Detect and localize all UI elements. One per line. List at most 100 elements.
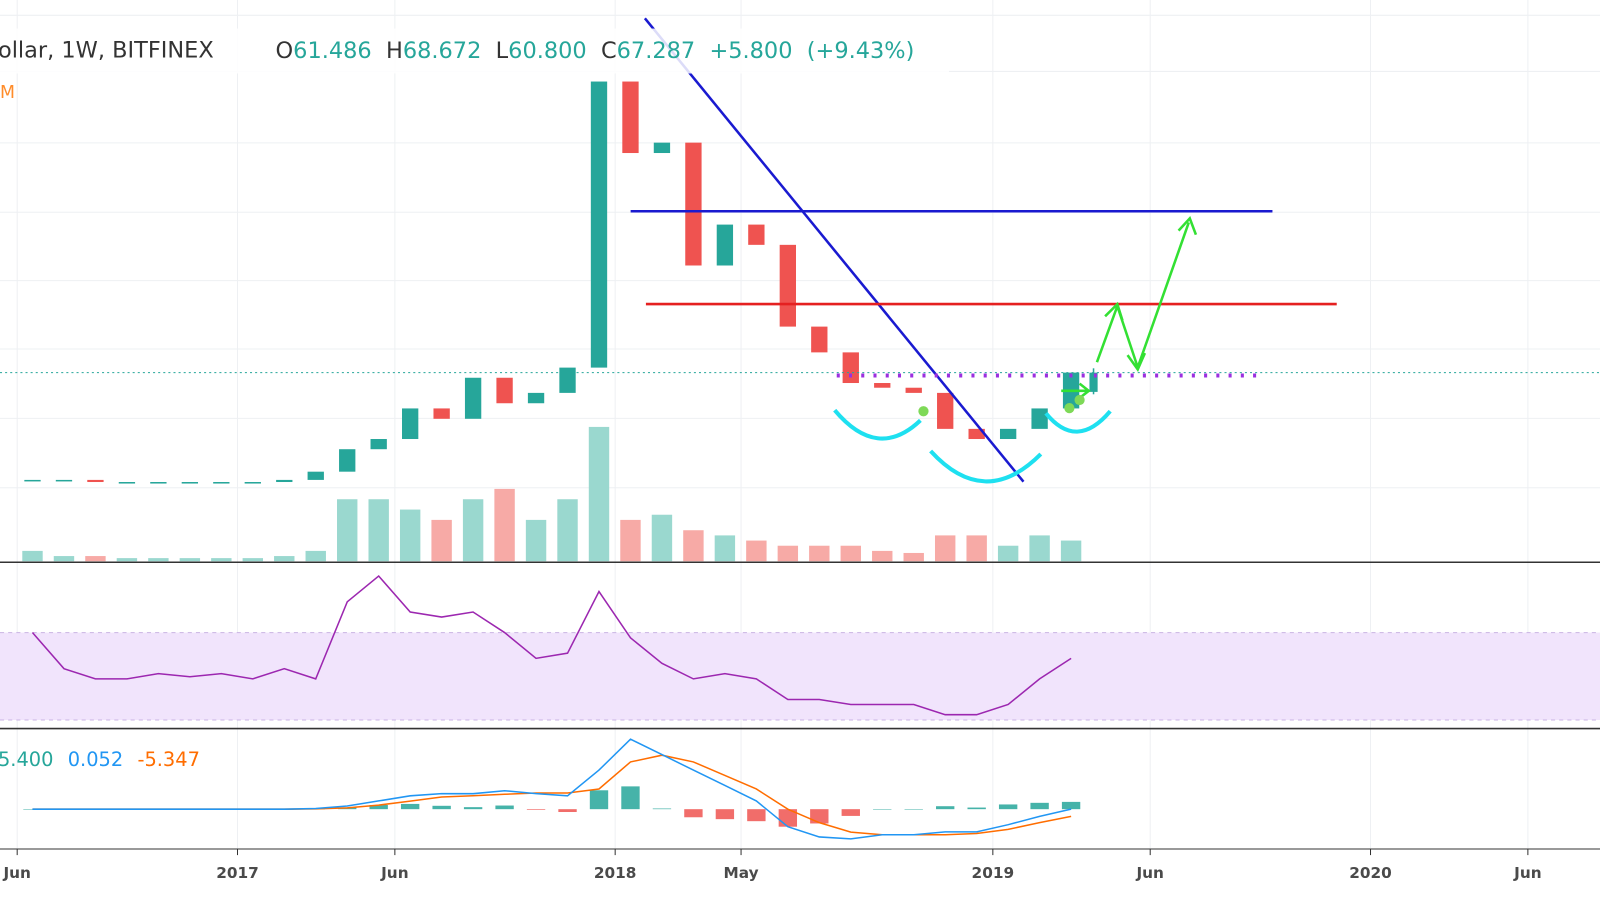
volume-bar (53, 556, 75, 562)
candle-body (905, 387, 922, 393)
volume-bar (116, 558, 138, 562)
x-tick-label: 2017 (216, 864, 259, 882)
x-tick-label: 2019 (972, 864, 1015, 882)
macd-histogram-bar (904, 809, 923, 810)
volume-bar (274, 556, 295, 562)
macd-histogram-bar (652, 808, 672, 810)
volume-bar (431, 519, 452, 562)
volume-bar (683, 530, 704, 562)
candle-body (842, 352, 859, 384)
candle-body (276, 479, 293, 483)
volume-bar (148, 558, 169, 562)
arrow-head (1104, 215, 1198, 372)
candle-body (779, 244, 796, 327)
macd-histogram-bar (495, 805, 514, 810)
macd-histogram-bar (589, 790, 609, 810)
candle-body (244, 482, 261, 484)
volume-bar (242, 558, 264, 562)
candle-body (402, 408, 419, 440)
candle-body (653, 142, 671, 154)
ohlc-value: 61.486 (293, 38, 372, 64)
volume-bar (1060, 540, 1082, 562)
macd-histogram-bar (936, 806, 955, 810)
x-tick-label: Jun (380, 864, 408, 882)
volume-bar (557, 499, 578, 562)
marker-dot (1064, 403, 1075, 414)
symbol: ollar, 1W, BITFINEX (0, 38, 214, 64)
macd-histogram-bar (873, 809, 892, 810)
volume-bar (714, 535, 736, 562)
candle-body (716, 224, 734, 266)
arrow-head (1061, 382, 1091, 399)
macd-histogram-bar (967, 807, 986, 810)
ohlc-value: 60.800 (508, 38, 587, 64)
volume-bar (494, 488, 515, 562)
volume-bar (872, 550, 893, 562)
ohlc-values: O61.486 H68.672 L60.800 C67.287 +5.800 (+9.43… (276, 38, 915, 64)
macd-histogram-bar (684, 809, 703, 818)
candle-body (748, 224, 765, 245)
change: +5.800 (709, 38, 792, 64)
candle-body (307, 471, 324, 480)
histogram-value: 5.400 (0, 748, 53, 771)
volume-bar (777, 545, 799, 562)
candle-body (527, 392, 545, 404)
volume-bar (368, 499, 389, 562)
macd-histogram-bar (998, 804, 1018, 810)
projection-arrow (1095, 222, 1190, 372)
macd-histogram-bar (810, 809, 829, 824)
ohlc-key: H (386, 38, 403, 64)
candle-body (622, 81, 639, 154)
volume-bar (997, 545, 1019, 562)
candle-body (811, 326, 828, 353)
candle-body (87, 479, 104, 483)
macd-value: 0.052 (68, 748, 123, 771)
candle-body (685, 142, 702, 266)
x-tick-label: Jun (1135, 864, 1163, 882)
macd-histogram-bar (1030, 802, 1049, 810)
volume-bar (620, 519, 641, 562)
volume-bar (305, 550, 326, 562)
candle-body (496, 377, 513, 404)
volume-bar (651, 514, 673, 562)
volume-bar (809, 545, 830, 562)
candle-body (968, 428, 985, 440)
change-percent: (+9.43%) (807, 38, 915, 64)
candle-body (999, 428, 1017, 440)
candle-body (55, 479, 73, 482)
annotations (630, 17, 1337, 484)
macd-histogram-bar (400, 803, 420, 810)
volume-bar (179, 558, 201, 562)
candle-body (370, 439, 387, 450)
shoulder-arc (833, 408, 922, 441)
x-tick-label: 2018 (594, 864, 637, 882)
volume-bar (966, 535, 987, 562)
candle-body (464, 377, 482, 419)
volume-bar (903, 552, 924, 562)
volume-bar (746, 540, 767, 562)
macd-histogram-bar (747, 809, 766, 822)
macd-histogram-bar (715, 809, 735, 820)
candle-body (118, 482, 136, 484)
shoulder-arc (1044, 409, 1112, 434)
x-tick-label: Jun (1513, 864, 1541, 882)
candle-body (1031, 408, 1048, 429)
macd-histogram-bar (526, 809, 546, 810)
candle-body (590, 81, 608, 368)
macd-values: 5.400 0.052 -5.347 (0, 748, 200, 771)
candle-body (150, 482, 167, 484)
ohlc-value: 68.672 (403, 38, 482, 64)
macd-histogram-bar (841, 809, 860, 816)
volume-bar (211, 558, 232, 562)
x-tick-label: Jun (2, 864, 30, 882)
macd-histogram-bar (432, 805, 451, 810)
ohlc-key: O (276, 38, 294, 64)
rsi-band (0, 632, 1600, 720)
candle-body (213, 482, 230, 484)
candle-body (24, 479, 41, 482)
rsi-line (31, 574, 1072, 716)
candle-body (433, 408, 450, 419)
header-backdrop (0, 28, 949, 74)
